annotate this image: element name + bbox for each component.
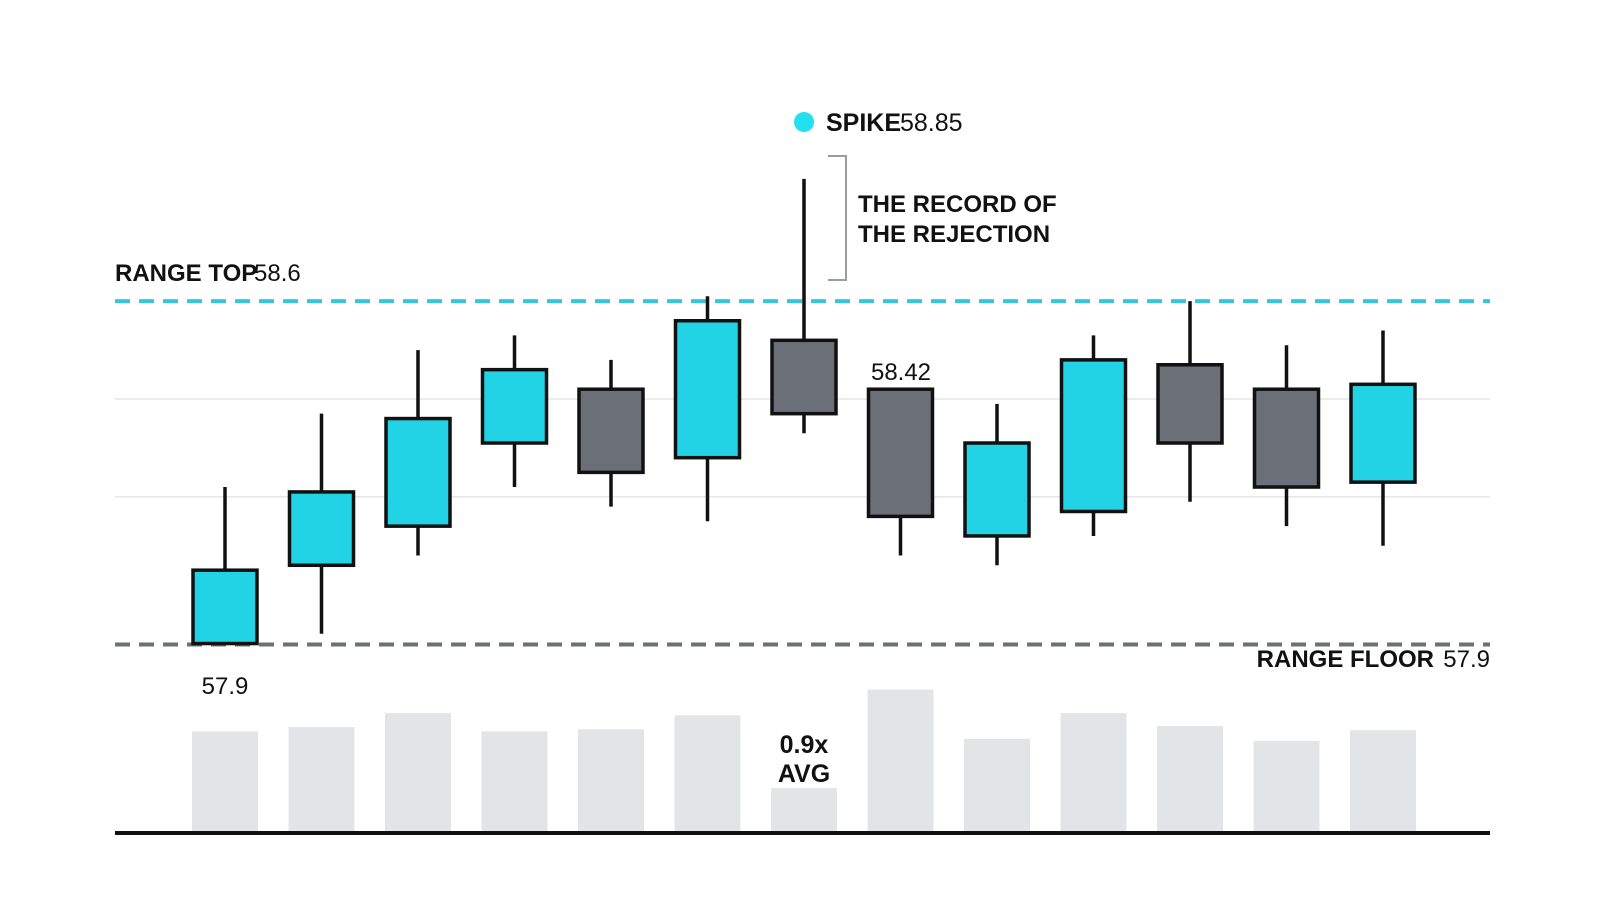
- volume-bar: [1350, 730, 1416, 831]
- annotation-line-2: THE REJECTION: [858, 221, 1050, 248]
- candle-body-up: [963, 441, 1031, 538]
- candle: [1349, 330, 1417, 546]
- candle-body-up: [384, 416, 452, 528]
- candles: [191, 178, 1417, 646]
- candle: [287, 413, 356, 634]
- spike-label: SPIKE: [826, 109, 901, 137]
- candle: [963, 403, 1031, 566]
- volume-bar: [192, 731, 258, 831]
- spike-value: 58.85: [900, 109, 963, 137]
- candle-body-up: [1349, 382, 1417, 484]
- volume-bar: [1157, 726, 1223, 831]
- candle-body-down: [866, 387, 935, 519]
- low-value-label: 57.9: [202, 673, 249, 700]
- spike-marker-dot: [794, 112, 814, 132]
- annotation-line-1: THE RECORD OF: [858, 191, 1057, 218]
- volume-bar: [481, 731, 548, 831]
- close-value-label: 58.42: [871, 359, 931, 386]
- range-floor-label: RANGE FLOOR: [1257, 646, 1434, 673]
- volume-bar: [674, 715, 741, 831]
- candle-body-up: [287, 490, 356, 568]
- candle-body-down: [1252, 387, 1321, 489]
- candle: [191, 487, 259, 646]
- volume-bars: [192, 689, 1416, 831]
- volume-bar: [578, 729, 644, 831]
- volume-bar: [385, 713, 451, 831]
- candle-body-down: [577, 387, 645, 475]
- range-lines: [115, 299, 1490, 647]
- candle-body-up: [191, 568, 259, 646]
- volume-bar: [771, 788, 837, 831]
- candle: [384, 350, 452, 556]
- candle-body-up: [1059, 358, 1128, 514]
- candle: [1252, 345, 1321, 527]
- range-top-value: 58.6: [254, 260, 301, 287]
- volume-bar: [1253, 741, 1320, 831]
- range-top-label: RANGE TOP: [115, 260, 257, 287]
- candle: [770, 178, 838, 434]
- candle: [577, 359, 645, 507]
- volume-bar: [288, 727, 355, 831]
- candle: [1156, 301, 1224, 502]
- annotation-bracket: [828, 155, 847, 281]
- range-floor-value: 57.9: [1443, 646, 1490, 673]
- candle-body-up: [480, 367, 549, 445]
- candle-body-up: [673, 318, 742, 460]
- volume-bar: [1060, 713, 1127, 831]
- volume-note-line-2: AVG: [778, 760, 830, 788]
- candle: [673, 296, 742, 522]
- volume-note-line-1: 0.9x: [780, 731, 829, 759]
- candle-body-down: [1156, 363, 1224, 445]
- volume-bar: [867, 689, 934, 831]
- candle-body-down: [770, 338, 838, 416]
- candle: [480, 335, 549, 488]
- candle: [866, 387, 935, 556]
- candle: [1059, 335, 1128, 536]
- volume-bar: [964, 738, 1030, 831]
